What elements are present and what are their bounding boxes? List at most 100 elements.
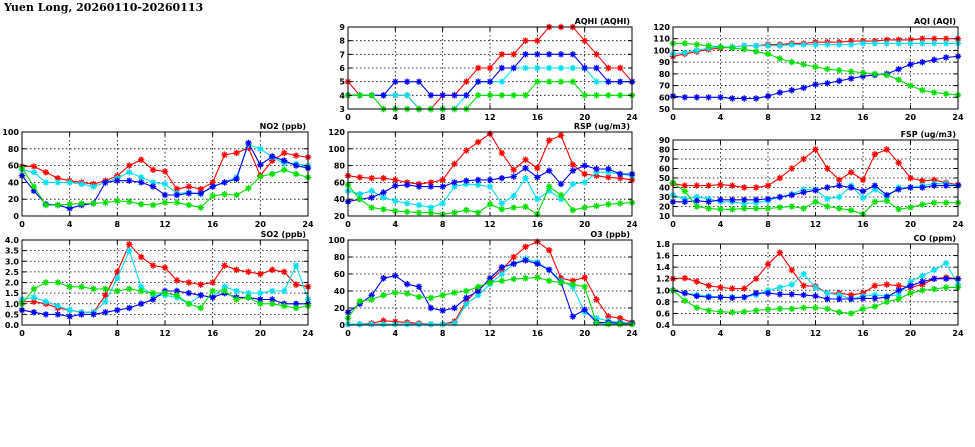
data-point: [581, 179, 588, 186]
data-point: [812, 146, 819, 153]
data-point: [185, 183, 193, 190]
data-point: [729, 285, 736, 292]
data-point: [693, 203, 700, 210]
data-point: [269, 287, 276, 295]
data-point: [292, 304, 300, 312]
data-point: [368, 292, 375, 299]
data-point: [463, 206, 470, 214]
data-point: [415, 293, 423, 301]
y-tick-label: 120: [328, 128, 345, 137]
x-tick-label: 0: [670, 329, 676, 338]
data-point: [919, 40, 926, 47]
data-point: [149, 183, 157, 190]
x-tick-label: 0: [19, 329, 25, 338]
data-point: [439, 183, 446, 190]
data-point: [942, 40, 950, 47]
data-point: [931, 176, 938, 184]
data-point: [161, 199, 169, 206]
data-point: [356, 196, 364, 203]
data-point: [197, 190, 204, 197]
data-point: [569, 161, 577, 168]
data-point: [569, 180, 577, 188]
data-point: [752, 42, 760, 49]
data-point: [474, 92, 482, 99]
data-point: [368, 92, 375, 99]
data-point: [847, 310, 855, 317]
data-point: [871, 186, 879, 193]
data-point: [463, 147, 470, 154]
data-point: [812, 304, 819, 311]
data-point: [245, 185, 252, 192]
data-point: [510, 253, 517, 261]
data-point: [705, 282, 712, 289]
data-point: [895, 206, 902, 213]
data-point: [605, 201, 612, 208]
data-point: [498, 264, 506, 271]
data-point: [942, 199, 950, 206]
data-point: [102, 179, 109, 186]
x-tick-label: 0: [345, 329, 351, 338]
page-title: Yuen Long, 20260110-20260113: [4, 1, 204, 14]
data-point: [895, 36, 902, 44]
data-point: [463, 92, 470, 99]
data-point: [415, 201, 423, 209]
data-point: [847, 184, 855, 191]
data-point: [126, 169, 133, 176]
data-point: [42, 169, 50, 176]
data-point: [534, 64, 541, 72]
data-point: [114, 268, 121, 276]
data-point: [463, 294, 470, 301]
data-point: [380, 275, 387, 282]
data-point: [545, 277, 553, 284]
data-point: [292, 170, 300, 178]
data-point: [705, 182, 712, 189]
data-point: [380, 292, 387, 299]
data-point: [593, 64, 600, 72]
data-point: [280, 287, 288, 295]
data-point: [415, 209, 423, 216]
data-point: [368, 194, 375, 201]
x-tick-label: 0: [345, 113, 351, 122]
data-point: [581, 64, 588, 72]
data-point: [257, 145, 264, 152]
data-point: [137, 300, 145, 307]
data-point: [800, 205, 807, 212]
data-point: [812, 284, 819, 291]
data-point: [257, 161, 264, 168]
data-point: [498, 206, 506, 213]
data-point: [30, 309, 38, 316]
data-point: [439, 176, 446, 184]
data-point: [859, 188, 867, 195]
series-blue: [669, 182, 962, 205]
data-point: [522, 275, 529, 282]
data-point: [883, 71, 890, 79]
data-point: [173, 287, 181, 295]
data-point: [752, 307, 760, 314]
data-point: [907, 204, 914, 211]
data-point: [245, 294, 252, 301]
data-point: [427, 209, 435, 216]
data-point: [280, 268, 288, 276]
data-point: [486, 78, 494, 85]
x-tick-label: 16: [857, 113, 869, 122]
data-point: [451, 92, 458, 99]
data-point: [752, 184, 760, 191]
data-point: [510, 92, 517, 99]
x-tick-label: 4: [718, 220, 724, 229]
data-point: [764, 92, 772, 100]
y-tick-label: 1.0: [5, 300, 20, 309]
data-point: [788, 281, 795, 288]
data-point: [871, 40, 879, 47]
data-point: [185, 201, 193, 209]
y-tick-label: 40: [334, 195, 346, 204]
data-point: [800, 270, 807, 278]
data-point: [752, 275, 760, 282]
data-point: [221, 262, 228, 269]
chart-title: O3 (ppb): [590, 230, 630, 239]
data-point: [919, 58, 926, 66]
y-tick-label: 20: [334, 212, 346, 221]
data-point: [368, 320, 375, 328]
data-point: [474, 292, 482, 299]
data-point: [102, 285, 109, 293]
data-point: [161, 289, 169, 297]
